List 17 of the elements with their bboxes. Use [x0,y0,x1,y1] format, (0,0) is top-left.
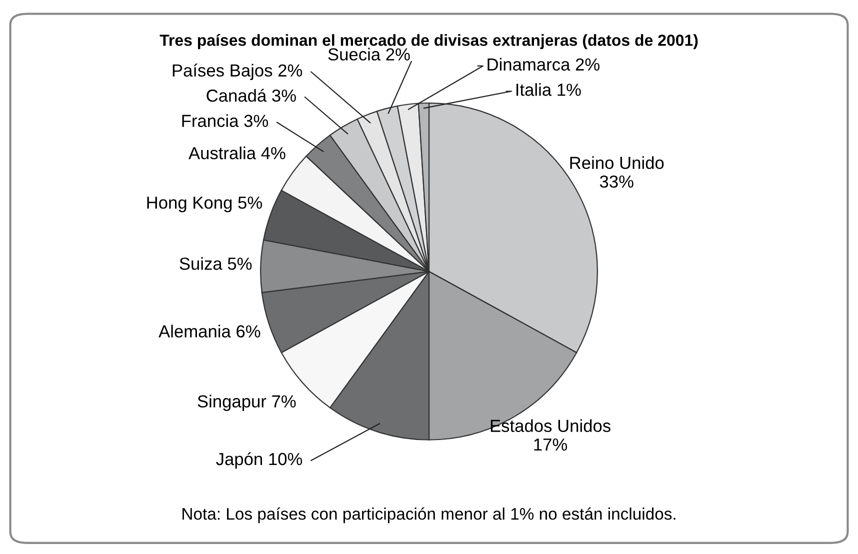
slice-label: Francia 3% [182,114,268,128]
slice-label: Países Bajos 2% [172,64,302,80]
slice-label: Estados Unidos [490,419,610,432]
slice-label: Australia 4% [188,146,286,160]
slice-label: Japón 10% [216,452,302,469]
slice-label: Singapur 7% [198,394,296,411]
slice-label: Dinamarca 2% [488,58,600,71]
data-label: 33% [600,175,634,188]
slice-label: Suecia 2% [328,48,410,61]
slice-label: Italia 1% [516,83,581,96]
slice-label: Suiza 5% [180,257,252,270]
text: Nota: Los países con participación menor al 1% no están incluidos. [182,507,676,524]
slice-label: Reino Unido [570,156,664,170]
slice-label: Hong Kong 5% [147,196,262,212]
slice-label: Canadá 3% [206,88,296,102]
slice-label: Alemania 6% [158,324,260,338]
data-label: 17% [534,438,568,451]
